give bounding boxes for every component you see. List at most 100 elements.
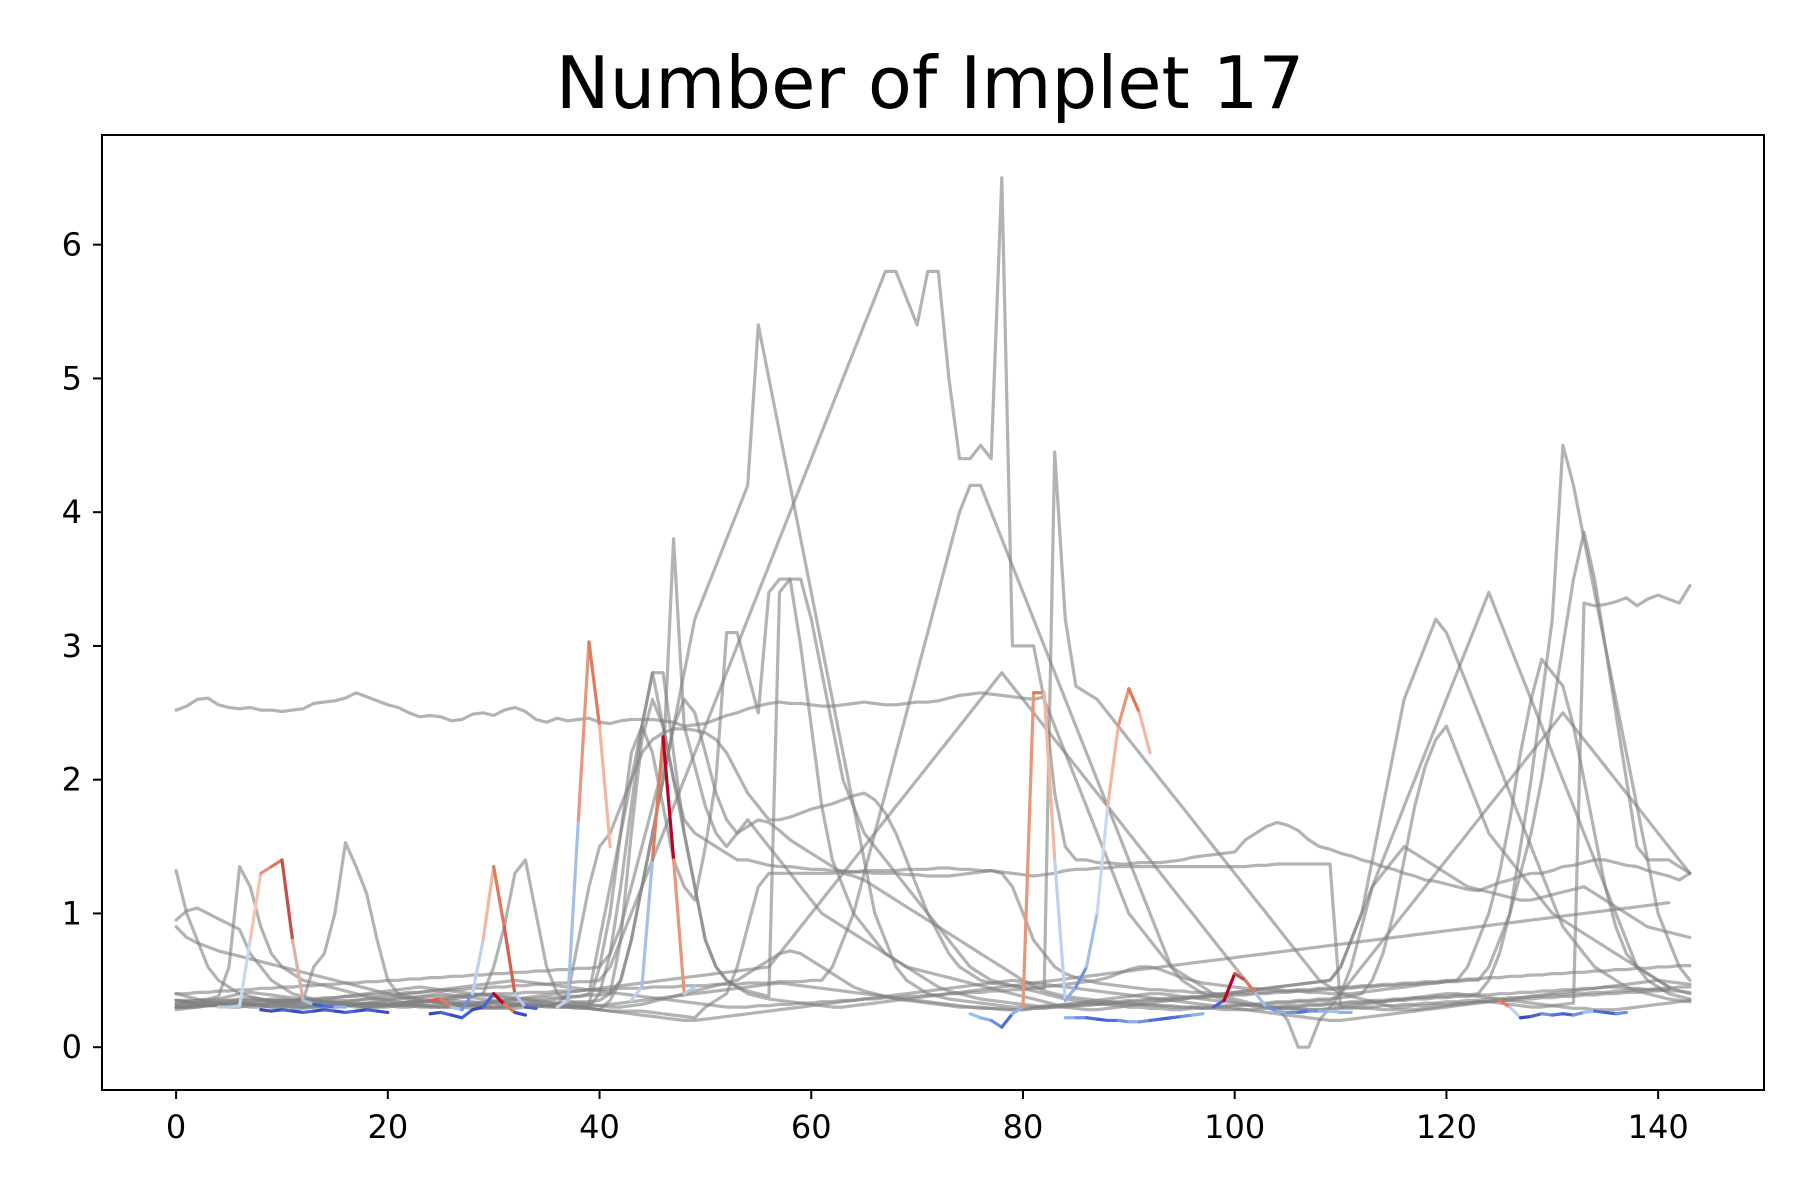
highlight-8-piece-13 [1190,1012,1205,1017]
highlight-7-piece-12 [1084,911,1099,969]
highlight-8-piece-3 [1084,1016,1099,1021]
highlight-7-piece-10 [1063,985,1078,1002]
highlight-1-piece-3 [238,938,252,1008]
highlight-3-piece-2 [439,997,453,1009]
highlight-4-piece-7 [492,992,506,1006]
series-line-1 [174,691,1692,893]
highlight-7-piece-9 [1053,858,1067,1002]
highlight-3-piece-5 [470,938,485,996]
highlight-8-piece-4 [1095,1017,1110,1023]
highlight-5-piece-2 [566,818,580,1002]
highlight-9-piece-12 [1328,1009,1343,1015]
y-tick-label: 3 [62,627,82,665]
highlight-3-piece-9 [513,992,528,1009]
highlight-2-piece-6 [312,1008,326,1013]
highlight-3-piece-7 [492,865,506,929]
highlight-4-piece-3 [449,1013,464,1020]
highlight-4-piece-8 [502,1002,517,1015]
x-tick-label: 100 [1204,1108,1265,1146]
y-axis: 0 1 2 3 4 5 6 [62,226,102,1066]
highlight-1-piece-9 [301,998,316,1006]
plot-area-frame [101,134,1765,1091]
highlight-9-piece-3 [1233,972,1247,982]
highlight-4-piece-2 [439,1010,453,1017]
highlight-3-piece-3 [449,1005,464,1012]
x-tick-label: 0 [166,1108,186,1146]
highlight-2-piece-2 [269,1008,284,1013]
highlight-1-piece-7 [280,858,295,942]
highlight-8-piece-6 [1116,1018,1131,1024]
y-tick-label: 2 [62,761,82,799]
highlight-10-piece-9 [1582,1009,1597,1015]
highlight-segment-10 [1497,998,1628,1020]
y-tick-label: 0 [62,1028,82,1066]
highlight-7-piece-15 [1116,687,1131,728]
highlight-segment-7 [968,687,1152,1029]
highlight-7-piece-11 [1074,965,1089,989]
highlight-1-piece-10 [312,1002,326,1008]
highlight-10-piece-11 [1603,1010,1618,1016]
highlight-2-piece-10 [354,1008,369,1013]
highlight-8-piece-11 [1169,1014,1184,1020]
highlight-8-piece-10 [1158,1016,1173,1021]
chart-title: Number of Implet 17 [556,41,1305,125]
highlight-3-piece-4 [460,992,475,1012]
highlight-9-piece-6 [1264,1005,1279,1013]
highlight-10-piece-4 [1529,1012,1544,1019]
highlight-7-piece-14 [1106,724,1120,809]
highlight-8-piece-9 [1148,1017,1163,1023]
highlight-10-piece-3 [1518,1014,1533,1020]
highlight-3-piece-10 [523,1005,538,1011]
series-line-8 [174,978,1692,1023]
highlight-5-piece-5 [597,724,612,849]
highlight-4-piece-6 [481,992,496,1009]
highlight-9-piece-5 [1254,992,1269,1009]
highlight-layer [216,640,1628,1029]
highlight-segment-5 [555,640,612,1009]
highlight-10-piece-1 [1497,998,1512,1009]
series-line-17 [174,671,1671,1009]
highlight-6-piece-2 [640,858,655,989]
series-line-15 [174,530,1692,1009]
x-tick-label: 40 [579,1108,620,1146]
x-tick-label: 80 [1003,1108,1044,1146]
highlight-8-piece-8 [1137,1018,1152,1024]
highlight-5-piece-4 [587,640,602,728]
series-line-16 [174,671,1692,1049]
highlight-1-piece-5 [259,865,273,875]
series-layer [174,176,1692,1049]
highlight-3-piece-8 [502,925,517,996]
highlight-3-piece-1 [428,997,443,1002]
highlight-5-piece-1 [555,998,570,1009]
highlight-4-piece-5 [470,1005,485,1012]
highlight-10-piece-2 [1508,1005,1523,1020]
highlight-6-piece-4 [661,735,676,862]
highlight-9-piece-2 [1222,972,1237,1002]
highlight-7-piece-6 [1021,691,1036,1009]
highlight-2-piece-1 [259,1008,273,1013]
highlight-1-piece-4 [248,871,263,942]
highlight-7-piece-8 [1042,691,1057,862]
highlight-2-piece-5 [301,1009,316,1015]
highlight-4-piece-9 [513,1010,528,1017]
highlight-7-piece-4 [1000,1012,1014,1029]
y-tick-label: 6 [62,226,82,264]
highlight-2-piece-3 [280,1008,295,1013]
x-tick-label: 20 [367,1108,408,1146]
highlight-2-piece-8 [333,1009,348,1015]
highlight-9-piece-1 [1211,998,1226,1009]
highlight-10-piece-5 [1540,1012,1554,1017]
highlight-2-piece-7 [322,1008,337,1013]
x-tick-label: 120 [1416,1108,1477,1146]
highlight-segment-2 [259,1008,390,1015]
highlight-4-piece-4 [460,1008,475,1020]
highlight-segment-4 [428,992,528,1020]
highlight-2-piece-4 [290,1009,305,1015]
highlight-1-piece-8 [290,938,305,1002]
x-axis: 0 20 40 60 80 100 120 140 [166,1090,1689,1146]
highlight-10-piece-7 [1561,1012,1576,1017]
highlight-10-piece-10 [1593,1009,1607,1015]
